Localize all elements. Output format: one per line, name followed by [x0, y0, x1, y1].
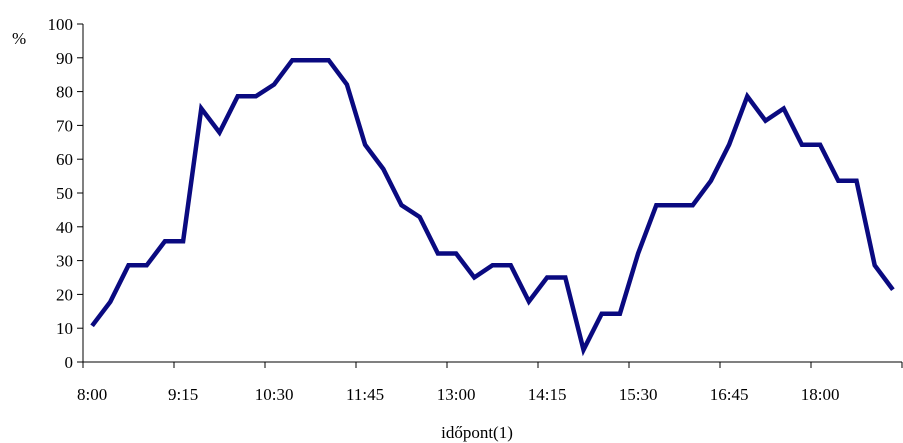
data-point — [290, 58, 294, 62]
data-point — [236, 94, 240, 98]
data-point — [691, 203, 695, 207]
x-axis-label: időpont(1) — [441, 423, 513, 442]
data-point — [745, 94, 749, 98]
data-point — [363, 143, 367, 147]
data-point — [563, 276, 567, 280]
data-point — [163, 239, 167, 243]
data-point — [127, 263, 131, 267]
data-point — [727, 143, 731, 147]
x-tick-label: 15:30 — [619, 385, 658, 404]
y-axis-label: % — [12, 29, 26, 48]
data-point — [764, 119, 768, 123]
data-point — [818, 143, 822, 147]
y-tick-label: 20 — [56, 285, 73, 304]
data-point — [855, 179, 859, 183]
data-point — [527, 299, 531, 303]
data-point — [90, 324, 94, 328]
x-tick-label: 11:45 — [346, 385, 384, 404]
y-tick-label: 30 — [56, 252, 73, 271]
x-tick-label: 10:30 — [255, 385, 294, 404]
x-axis: 8:00 9:15 10:30 11:45 13:00 14:15 15:30 16:45 18… — [77, 361, 903, 404]
data-point — [491, 263, 495, 267]
data-point — [381, 167, 385, 171]
data-point — [272, 83, 276, 87]
data-point — [345, 83, 349, 87]
y-axis: 0 10 20 30 40 50 60 70 80 90 100 — [48, 15, 84, 372]
data-point — [545, 276, 549, 280]
data-point — [218, 130, 222, 134]
y-tick-label: 10 — [56, 319, 73, 338]
data-point — [181, 239, 185, 243]
data-point — [254, 94, 258, 98]
data-point — [636, 252, 640, 256]
data-point — [454, 252, 458, 256]
data-point — [108, 300, 112, 304]
data-point — [782, 107, 786, 111]
y-tick-label: 0 — [65, 353, 74, 372]
data-point — [800, 143, 804, 147]
x-tick-label: 9:15 — [168, 385, 198, 404]
x-tick-label: 18:00 — [801, 385, 840, 404]
x-tick-label: 13:00 — [437, 385, 476, 404]
y-tick-label: 100 — [48, 15, 74, 34]
data-point — [327, 58, 331, 62]
data-point — [418, 215, 422, 219]
x-tick-label: 14:15 — [528, 385, 567, 404]
data-point — [309, 58, 313, 62]
series-group — [90, 57, 895, 357]
y-tick-label: 70 — [56, 116, 73, 135]
y-tick-label: 80 — [56, 83, 73, 102]
data-point — [600, 312, 604, 316]
data-point — [709, 179, 713, 183]
data-point — [873, 263, 877, 267]
data-point — [618, 312, 622, 316]
data-point — [582, 348, 586, 352]
y-tick-label: 60 — [56, 150, 73, 169]
y-tick-label: 40 — [56, 218, 73, 237]
data-point — [145, 263, 149, 267]
data-point — [199, 107, 203, 111]
data-point — [836, 179, 840, 183]
x-tick-label: 16:45 — [710, 385, 749, 404]
data-point — [400, 203, 404, 207]
data-point — [891, 288, 895, 292]
data-point — [654, 203, 658, 207]
data-point — [673, 203, 677, 207]
data-point — [472, 276, 476, 280]
y-tick-label: 50 — [56, 184, 73, 203]
data-point — [436, 252, 440, 256]
data-point — [509, 263, 513, 267]
x-tick-label: 8:00 — [77, 385, 107, 404]
series-line — [90, 57, 895, 357]
y-tick-label: 90 — [56, 49, 73, 68]
